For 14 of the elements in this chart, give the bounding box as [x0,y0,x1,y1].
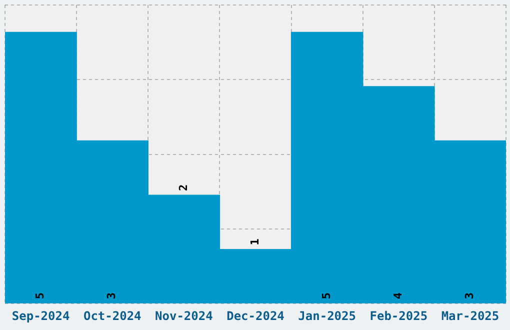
data-label: 2 [176,184,190,192]
data-label: 5 [34,292,47,300]
x-tick-label: Feb-2025 [370,308,428,323]
x-tick-label: Dec-2024 [226,308,284,323]
data-label: 5 [320,292,333,300]
data-label: 1 [248,238,262,246]
data-label: 3 [105,292,118,300]
x-tick-label: Sep-2024 [12,308,70,323]
x-tick-label: Mar-2025 [441,308,500,323]
x-tick-label: Jan-2025 [298,308,356,323]
data-label: 3 [463,292,476,300]
x-tick-label: Nov-2024 [155,308,213,323]
data-label: 4 [392,292,404,300]
x-tick-label: Oct-2024 [83,308,142,323]
